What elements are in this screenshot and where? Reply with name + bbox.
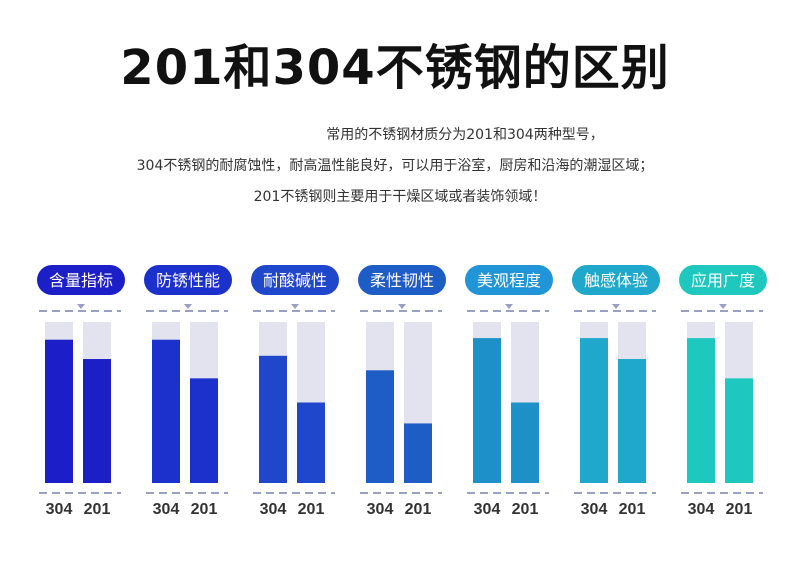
panel-title: 耐酸碱性 [263, 271, 327, 290]
panel-title-pill [465, 265, 553, 295]
chart-panel-1: 含量指标 304 201 [37, 265, 125, 518]
tick-label-201: 201 [405, 501, 432, 518]
panel-title-pill [679, 265, 767, 295]
tick-label-304: 304 [474, 501, 501, 518]
panel-title: 应用广度 [691, 271, 755, 290]
tick-label-304: 304 [367, 501, 394, 518]
pointer-marker [398, 304, 406, 309]
description-line-1: 常用的不锈钢材质分为201和304两种型号， [326, 127, 604, 143]
comparison-charts: 含量指标 304 201 防锈性能 304 201 耐酸碱性 304 201 柔性韧性 304 201… [37, 265, 767, 518]
chart-panel-2: 防锈性能 304 201 [144, 265, 232, 518]
bar-304 [473, 338, 501, 483]
tick-label-201: 201 [619, 501, 646, 518]
panel-title: 触感体验 [584, 271, 648, 290]
pointer-marker [184, 304, 192, 309]
panel-title-pill [251, 265, 339, 295]
tick-label-304: 304 [581, 501, 608, 518]
panel-title-pill [358, 265, 446, 295]
tick-label-201: 201 [726, 501, 753, 518]
bar-304 [259, 355, 287, 483]
panel-title: 柔性韧性 [370, 271, 434, 290]
bar-304 [366, 370, 394, 483]
tick-label-201: 201 [84, 501, 111, 518]
panel-title: 美观程度 [477, 271, 541, 290]
bar-201 [511, 402, 539, 483]
pointer-marker [77, 304, 85, 309]
bar-304 [687, 338, 715, 483]
bar-201 [83, 359, 111, 483]
chart-panel-4: 柔性韧性 304 201 [358, 265, 446, 518]
bar-201 [725, 378, 753, 483]
tick-label-304: 304 [260, 501, 287, 518]
pointer-marker [291, 304, 299, 309]
pointer-marker [612, 304, 620, 309]
panel-title: 防锈性能 [156, 271, 220, 290]
description: 常用的不锈钢材质分为201和304两种型号， 304不锈钢的耐腐蚀性，耐高温性能… [0, 120, 790, 213]
panel-title-pill [37, 265, 125, 295]
tick-label-201: 201 [191, 501, 218, 518]
pointer-marker [719, 304, 727, 309]
description-line-3: 201不锈钢则主要用于干燥区域或者装饰领域！ [253, 189, 547, 205]
bar-304 [580, 338, 608, 483]
chart-panel-7: 应用广度 304 201 [679, 265, 767, 518]
bar-201 [297, 402, 325, 483]
pointer-marker [505, 304, 513, 309]
tick-label-304: 304 [688, 501, 715, 518]
tick-label-201: 201 [512, 501, 539, 518]
panel-title-pill [572, 265, 660, 295]
chart-panel-5: 美观程度 304 201 [465, 265, 553, 518]
chart-panel-3: 耐酸碱性 304 201 [251, 265, 339, 518]
bar-304 [152, 339, 180, 483]
tick-label-201: 201 [298, 501, 325, 518]
tick-label-304: 304 [46, 501, 73, 518]
panel-title-pill [144, 265, 232, 295]
tick-label-304: 304 [153, 501, 180, 518]
chart-panel-6: 触感体验 304 201 [572, 265, 660, 518]
description-line-2: 304不锈钢的耐腐蚀性，耐高温性能良好，可以用于浴室，厨房和沿海的潮湿区域； [136, 158, 654, 174]
page-title: 201和304不锈钢的区别 [120, 40, 670, 96]
bar-201 [190, 378, 218, 483]
bar-304 [45, 339, 73, 483]
bar-201 [618, 359, 646, 483]
bar-201 [404, 423, 432, 483]
panel-title: 含量指标 [49, 271, 113, 290]
